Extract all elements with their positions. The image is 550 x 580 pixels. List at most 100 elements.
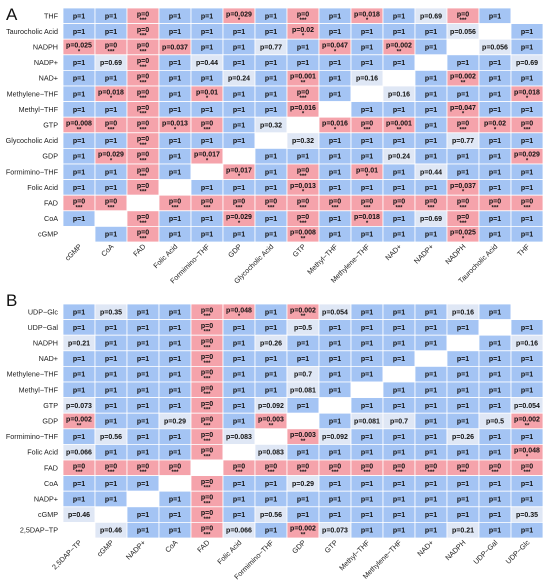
cell-pvalue: p=1: [457, 512, 469, 519]
cell-pvalue: p=1: [329, 372, 341, 379]
cell-pvalue: p=1: [265, 91, 277, 98]
cell-pvalue: p=1: [265, 356, 277, 363]
cell-significance: *: [494, 127, 497, 133]
cell-pvalue: p=1: [73, 154, 85, 161]
cell-significance: ***: [203, 361, 211, 367]
cell-pvalue: p=1: [425, 403, 437, 410]
cell-pvalue: p=1: [169, 325, 181, 332]
cell-significance: **: [525, 423, 530, 429]
cell-pvalue: p=1: [425, 497, 437, 504]
cell-pvalue: p=0: [425, 199, 437, 206]
cell-pvalue: p=1: [105, 138, 117, 145]
row-label: Methylene−THF: [7, 370, 59, 379]
cell-pvalue: p=0: [201, 307, 213, 314]
cell-significance: *: [238, 174, 241, 180]
cell-pvalue: p=1: [425, 29, 437, 36]
cell-pvalue: p=0.047: [450, 105, 476, 112]
cell-significance: *: [302, 112, 305, 118]
cell-pvalue: p=0.002: [290, 307, 316, 314]
cell-pvalue: p=1: [105, 419, 117, 426]
cell-pvalue: p=1: [489, 138, 501, 145]
cell-pvalue: p=0: [201, 479, 213, 486]
cell-pvalue: p=1: [457, 356, 469, 363]
cell-pvalue: p=1: [233, 29, 245, 36]
cell-pvalue: p=1: [361, 481, 373, 488]
cell-pvalue: p=1: [169, 107, 181, 114]
cell-pvalue: p=0.02: [484, 121, 506, 128]
cell-significance: ***: [139, 237, 147, 243]
cell-significance: **: [301, 81, 306, 87]
cell-pvalue: p=1: [489, 372, 501, 379]
cell-pvalue: p=1: [297, 154, 309, 161]
cell-pvalue: p=1: [393, 325, 405, 332]
heatmap-cell: [478, 319, 512, 336]
cell-pvalue: p=1: [457, 497, 469, 504]
cell-pvalue: p=1: [137, 528, 149, 535]
cell-pvalue: p=1: [233, 341, 245, 348]
cell-pvalue: p=1: [425, 387, 437, 394]
cell-significance: ***: [203, 501, 211, 507]
cell-pvalue: p=0.002: [290, 526, 316, 533]
cell-pvalue: p=0.16: [388, 91, 410, 98]
cell-pvalue: p=0: [297, 89, 309, 96]
cell-pvalue: p=0: [297, 214, 309, 221]
cell-pvalue: p=1: [521, 434, 533, 441]
cell-pvalue: p=1: [73, 387, 85, 394]
cell-pvalue: p=1: [297, 45, 309, 52]
cell-significance: ***: [139, 65, 147, 71]
cell-pvalue: p=1: [169, 434, 181, 441]
cell-pvalue: p=1: [73, 372, 85, 379]
cell-pvalue: p=1: [361, 29, 373, 36]
cell-pvalue: p=1: [265, 372, 277, 379]
cell-pvalue: p=1: [169, 372, 181, 379]
row-label: Glycocholic Acid: [6, 136, 58, 145]
cell-pvalue: p=0.35: [100, 309, 122, 316]
cell-pvalue: p=1: [105, 13, 117, 20]
cell-pvalue: p=1: [521, 216, 533, 223]
cell-pvalue: p=1: [265, 169, 277, 176]
cell-pvalue: p=1: [297, 497, 309, 504]
column-label: Folic Acid: [215, 538, 243, 566]
cell-pvalue: p=1: [169, 387, 181, 394]
cell-pvalue: p=0.69: [100, 60, 122, 67]
cell-significance: **: [269, 423, 274, 429]
heatmap-cell: [318, 397, 352, 414]
cell-significance: ***: [171, 205, 179, 211]
cell-pvalue: p=1: [425, 107, 437, 114]
cell-pvalue: p=0: [137, 58, 149, 65]
cell-pvalue: p=1: [169, 356, 181, 363]
cell-pvalue: p=0.081: [290, 387, 316, 394]
cell-significance: ***: [299, 205, 307, 211]
cell-pvalue: p=1: [329, 91, 341, 98]
heatmap-cell: [62, 522, 96, 539]
cell-pvalue: p=1: [169, 403, 181, 410]
cell-pvalue: p=0.32: [260, 123, 282, 130]
cell-pvalue: p=1: [137, 309, 149, 316]
cell-pvalue: p=1: [393, 403, 405, 410]
cell-pvalue: p=0: [73, 199, 85, 206]
cell-significance: ***: [267, 470, 275, 476]
column-label: cGMP: [95, 538, 116, 559]
cell-significance: **: [301, 237, 306, 243]
row-label: Formimino−THF: [6, 432, 59, 441]
cell-pvalue: p=0: [137, 167, 149, 174]
cell-pvalue: p=0: [201, 354, 213, 361]
cell-pvalue: p=1: [265, 387, 277, 394]
cell-pvalue: p=1: [457, 91, 469, 98]
cell-significance: ***: [107, 205, 115, 211]
cell-significance: ***: [203, 330, 211, 336]
cell-pvalue: p=1: [457, 372, 469, 379]
cell-significance: *: [302, 34, 305, 40]
cell-pvalue: p=1: [169, 169, 181, 176]
cell-significance: ***: [459, 205, 467, 211]
cell-pvalue: p=1: [329, 450, 341, 457]
column-label: NAD+: [415, 538, 435, 558]
cell-pvalue: p=0.029: [226, 214, 252, 221]
cell-pvalue: p=0.018: [354, 11, 380, 18]
cell-significance: ***: [203, 314, 211, 320]
cell-significance: ***: [139, 49, 147, 55]
heatmap-cell: [254, 132, 288, 149]
cell-pvalue: p=1: [521, 29, 533, 36]
cell-pvalue: p=1: [233, 107, 245, 114]
